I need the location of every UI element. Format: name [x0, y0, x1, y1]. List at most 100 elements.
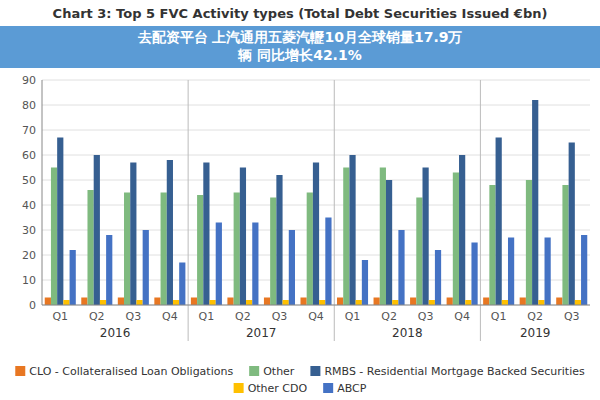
bar [325, 218, 331, 306]
x-tick-label: Q4 [454, 310, 470, 323]
annotation-banner [0, 26, 600, 68]
bar [526, 180, 532, 305]
bar [489, 185, 495, 305]
y-tick-label: 70 [22, 124, 36, 137]
group-separator [188, 80, 189, 341]
annotation: 辆 同比增长42.1% [237, 47, 361, 63]
legend-item: ABCP [323, 382, 367, 395]
x-tick-label: Q4 [308, 310, 324, 323]
bar [161, 193, 167, 306]
bar [538, 300, 544, 305]
legend-swatch [234, 383, 244, 393]
bar [106, 235, 112, 305]
bar [124, 193, 130, 306]
chart: Chart 3: Top 5 FVC Activity types (Total… [0, 0, 600, 400]
bar [143, 230, 149, 305]
group-label: 2017 [246, 326, 277, 340]
title: Chart 3: Top 5 FVC Activity types (Total… [53, 6, 548, 21]
bar [240, 168, 246, 306]
x-axis-line [42, 305, 590, 306]
x-tick-label: Q2 [235, 310, 251, 323]
legend-swatch [15, 366, 25, 376]
grid-line [42, 80, 590, 81]
bar [283, 300, 289, 305]
bar [362, 260, 368, 305]
legend-label: RMBS - Residential Mortgage Backed Secur… [324, 365, 585, 378]
bar [532, 100, 538, 305]
legend-label: Other [263, 365, 295, 378]
bar [356, 300, 362, 305]
y-tick-label: 90 [22, 74, 36, 87]
legend-item: CLO - Collateralised Loan Obligations [15, 365, 233, 378]
x-tick-label: Q3 [272, 310, 288, 323]
bar [581, 235, 587, 305]
group-separator [334, 80, 335, 341]
x-tick-label: Q1 [491, 310, 507, 323]
group-label: 2018 [392, 326, 423, 340]
bar [45, 298, 51, 306]
bar [453, 173, 459, 306]
bar [136, 300, 142, 305]
x-tick-label: Q2 [381, 310, 397, 323]
bar [70, 250, 76, 305]
bar [173, 300, 179, 305]
bar [130, 163, 136, 306]
bar [374, 298, 380, 306]
bar [179, 263, 185, 306]
bar [307, 193, 313, 306]
bar [562, 185, 568, 305]
legend-label: ABCP [337, 382, 367, 395]
annotation: 去配资平台 上汽通用五菱汽轣10月全球销量17.9万 [137, 29, 463, 45]
bar [410, 298, 416, 306]
x-tick-label: Q1 [199, 310, 215, 323]
bar [520, 298, 526, 306]
bar [319, 300, 325, 305]
bar [270, 198, 276, 306]
bar [118, 298, 124, 306]
bar [81, 298, 87, 306]
bar [502, 300, 508, 305]
legend-item: RMBS - Residential Mortgage Backed Secur… [310, 365, 585, 378]
legend-label: CLO - Collateralised Loan Obligations [29, 365, 233, 378]
group-separator [480, 80, 481, 341]
bar [300, 298, 306, 306]
y-tick-label: 80 [22, 99, 36, 112]
x-tick-label: Q3 [564, 310, 580, 323]
bar [227, 298, 233, 306]
bar [459, 155, 465, 305]
bar [63, 300, 69, 305]
bar [289, 230, 295, 305]
bar [51, 168, 57, 306]
bar [210, 300, 216, 305]
bar [422, 168, 428, 306]
legend-item: Other [249, 365, 295, 378]
bar [483, 298, 489, 306]
grid-line [42, 155, 590, 156]
x-tick-label: Q1 [345, 310, 361, 323]
x-tick-label: Q3 [125, 310, 141, 323]
x-tick-label: Q4 [162, 310, 178, 323]
legend-swatch [249, 366, 259, 376]
y-tick-label: 40 [22, 199, 36, 212]
bar [203, 163, 209, 306]
y-tick-label: 0 [29, 299, 36, 312]
bar [569, 143, 575, 306]
x-tick-label: Q3 [418, 310, 434, 323]
y-tick-label: 10 [22, 274, 36, 287]
grid-line [42, 130, 590, 131]
grid-line [42, 105, 590, 106]
bar [276, 175, 282, 305]
legend-swatch [310, 366, 320, 376]
bar [392, 300, 398, 305]
x-tick-label: Q2 [527, 310, 543, 323]
bar [246, 300, 252, 305]
bar [496, 138, 502, 306]
bar [343, 168, 349, 306]
bar [313, 163, 319, 306]
bar [216, 223, 222, 306]
bar [556, 298, 562, 306]
legend-label: Other CDO [248, 382, 308, 395]
bar [471, 243, 477, 306]
bar [416, 198, 422, 306]
bar [94, 155, 100, 305]
